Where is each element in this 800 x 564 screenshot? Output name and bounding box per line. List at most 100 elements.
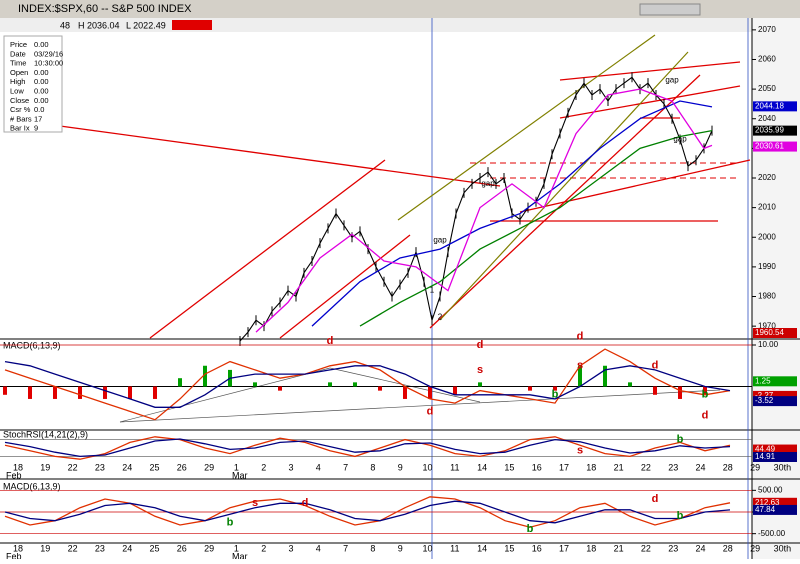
info-label: Time: [10, 59, 26, 68]
date-label: 21: [614, 543, 624, 553]
last-value-box: [753, 444, 797, 455]
annotation: s: [577, 445, 583, 457]
date-label: 9: [398, 462, 403, 472]
header-value: L 2022.49: [126, 20, 166, 30]
annotation: b: [702, 389, 709, 401]
date-label: 1: [234, 462, 239, 472]
hist-bar: [128, 386, 132, 399]
date-label: 29: [204, 543, 214, 553]
hist-bar: [78, 386, 82, 399]
last-value-label: 1960.54: [755, 328, 784, 337]
info-label: Open: [10, 68, 28, 77]
y-tick-label: 2050: [758, 84, 776, 93]
right-axis: [752, 18, 800, 559]
date-label: 29: [750, 543, 760, 553]
header-row: [0, 18, 800, 32]
date-label: 21: [614, 462, 624, 472]
hist-bar: [178, 378, 182, 387]
date-label: 7: [343, 543, 348, 553]
hist-bar: [653, 386, 657, 395]
last-value-box: [753, 141, 797, 152]
month-label: Feb: [6, 470, 22, 480]
hist-bar: [628, 382, 632, 387]
hist-bar: [203, 365, 207, 387]
y-tick-label: 2010: [758, 203, 776, 212]
info-value: 10:30:00: [34, 59, 63, 68]
date-label: 14: [477, 462, 487, 472]
date-label: 24: [122, 543, 132, 553]
hist-bar: [703, 386, 707, 395]
annotation: s: [477, 364, 483, 376]
toolbar[interactable]: [639, 3, 701, 16]
indicator-trendlines: [119, 367, 721, 423]
annotation: d: [327, 335, 334, 347]
indicator-line: [4, 500, 731, 524]
last-value-box: [753, 390, 797, 401]
date-label: 14: [477, 543, 487, 553]
hist-bar: [428, 386, 432, 399]
hist-bar: [53, 386, 57, 399]
y-tick-label: 1970: [758, 321, 776, 330]
info-label: High: [10, 77, 25, 86]
hist-bar: [578, 365, 582, 387]
date-label: 24: [695, 543, 705, 553]
date-label: 19: [40, 462, 50, 472]
annotation: gap: [673, 135, 687, 144]
annotation: d: [702, 409, 709, 421]
date-label: 28: [723, 543, 733, 553]
date-label: 9: [398, 543, 403, 553]
info-value: 0.00: [34, 40, 49, 49]
info-label: # Bars: [10, 114, 32, 123]
annotation: d: [427, 405, 434, 417]
y-tick-label: -500.00: [758, 529, 786, 538]
date-label: 8: [370, 462, 375, 472]
hist-bar: [278, 386, 282, 391]
date-label: 10: [422, 543, 432, 553]
info-value: 0.00: [34, 96, 49, 105]
y-tick-label: 500.00: [758, 485, 783, 494]
hist-bar: [678, 386, 682, 399]
info-value: 17: [34, 114, 42, 123]
annotation: gap: [665, 75, 679, 84]
last-value-box: [753, 125, 797, 136]
panel-title: MACD(6,13,9): [3, 340, 61, 350]
last-value-label: 2044.18: [755, 101, 784, 110]
date-label: 10: [422, 462, 432, 472]
date-label: 29: [204, 462, 214, 472]
y-tick-label: 2000: [758, 232, 776, 241]
indicator-line: [4, 360, 731, 408]
annotation: gap: [481, 179, 495, 188]
date-label: 22: [641, 462, 651, 472]
last-value-box: [753, 504, 797, 515]
date-label: 22: [68, 543, 78, 553]
hist-bar: [528, 386, 532, 391]
annotation: d: [477, 339, 484, 351]
date-label: 15: [504, 462, 514, 472]
hist-bar: [603, 365, 607, 387]
hist-bar: [478, 382, 482, 387]
annotation: b: [227, 517, 234, 529]
info-label: Csr %: [10, 105, 31, 114]
y-tick-label: 2020: [758, 173, 776, 182]
hist-bar: [378, 386, 382, 391]
info-label: Price: [10, 40, 27, 49]
last-value-label: -3.52: [755, 396, 774, 405]
annotation: d: [652, 360, 659, 372]
date-label: 18: [13, 462, 23, 472]
date-label: 4: [316, 462, 321, 472]
last-value-label: 1.25: [755, 376, 771, 385]
panel-title: StochRSI(14,21(2),9): [3, 429, 88, 439]
info-value: 0.0: [34, 105, 44, 114]
date-label: 22: [641, 543, 651, 553]
last-value-box: [753, 376, 797, 387]
annotation: s: [577, 360, 583, 372]
annotation: b: [677, 510, 684, 522]
price-line: [239, 76, 713, 342]
info-label: Date: [10, 49, 26, 58]
hist-bar: [153, 386, 157, 399]
info-value: 0.00: [34, 68, 49, 77]
date-label: 3: [288, 462, 293, 472]
last-value-label: 2030.61: [755, 142, 784, 151]
date-label: 2: [261, 543, 266, 553]
